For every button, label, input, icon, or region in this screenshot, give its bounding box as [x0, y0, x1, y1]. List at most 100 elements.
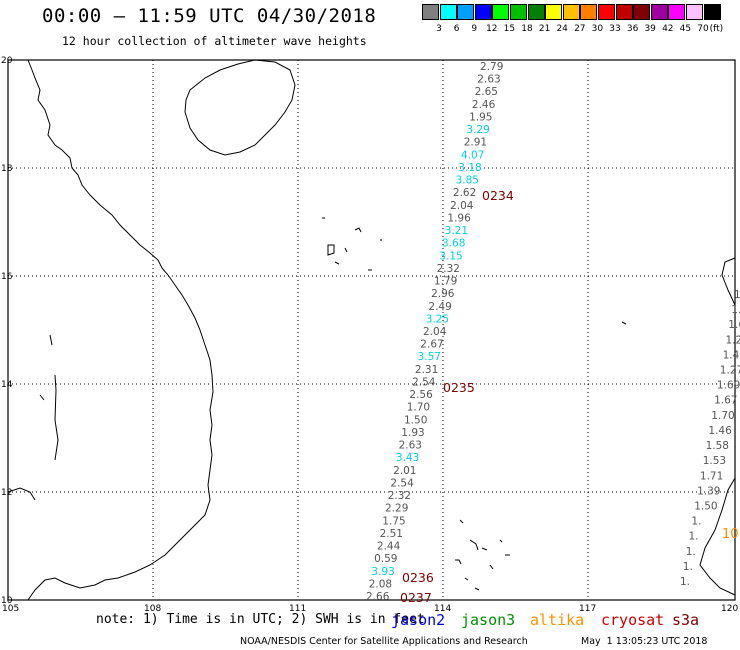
orange-label: 10	[722, 527, 739, 542]
latitude-label: 14	[1, 380, 13, 390]
legend-swatch	[703, 4, 721, 20]
legend-label: 24	[556, 24, 568, 34]
latitude-labels: 10 12 14 16 18 20	[1, 56, 13, 606]
latitude-label: 16	[1, 272, 13, 282]
vietnam-coastline	[27, 59, 214, 601]
time-label-0235: 0235	[443, 380, 475, 395]
philippines-coast	[699, 257, 736, 596]
longitude-label: 120	[721, 604, 738, 614]
wave-height-value: 1.93	[401, 427, 424, 439]
wave-height-value: 2.96	[431, 288, 455, 300]
legend-label: 27	[574, 24, 586, 34]
wave-height-value: 2.46	[472, 99, 496, 111]
legend-label: 15	[503, 24, 516, 34]
wave-height-value: 2.51	[380, 528, 403, 540]
longitude-label: 105	[2, 604, 19, 614]
time-label-0237: 0237	[400, 590, 432, 605]
wave-height-value-east: 1.71	[700, 470, 723, 482]
legend-swatch	[439, 4, 457, 20]
hainan-island	[184, 59, 296, 156]
wave-height-value-east: 1.69	[717, 380, 740, 392]
wave-height-value: 2.54	[390, 477, 414, 489]
longitude-label: 111	[289, 604, 306, 614]
wave-height-value: 1.70	[407, 402, 430, 414]
legend-swatch	[457, 4, 475, 20]
wave-height-value: 2.79	[480, 61, 503, 73]
wave-height-value: 3.57	[418, 351, 441, 363]
wave-height-value: 3.93	[371, 566, 394, 578]
sat-jason3: jason3	[461, 611, 516, 629]
wave-height-value-east: 1.46	[708, 425, 732, 437]
legend-label: 18	[521, 24, 533, 34]
legend-swatch	[668, 4, 686, 20]
legend-swatch	[422, 4, 439, 20]
wave-height-value: 2.66	[366, 591, 390, 603]
wave-height-value: 2.91	[464, 137, 487, 149]
altimeter-track: 2.792.632.652.461.953.292.914.073.183.85…	[366, 61, 503, 603]
legend-label: 42	[662, 24, 674, 34]
wave-height-value-east: 1.70	[711, 410, 734, 422]
wave-height-value: 2.67	[420, 339, 443, 351]
wave-height-value: 2.49	[428, 301, 451, 313]
wave-height-value-east: 1.	[731, 304, 740, 316]
longitude-labels: 105 108 111 114 117 120	[2, 604, 738, 614]
wave-height-value-east: 1.29	[726, 334, 740, 346]
time-label-0236: 0236	[402, 570, 434, 585]
legend-swatch	[633, 4, 651, 20]
latitude-label: 18	[1, 164, 13, 174]
wave-height-value: 2.32	[388, 490, 411, 502]
wave-height-value: 1.95	[469, 112, 492, 124]
wave-height-value-east: 1.58	[706, 440, 729, 452]
latitude-label: 20	[1, 56, 13, 66]
legend-label: 33	[609, 24, 621, 34]
wave-height-value: 2.08	[369, 578, 392, 590]
wave-height-value: 3.29	[466, 124, 489, 136]
wave-height-value: 2.04	[423, 326, 447, 338]
wave-height-value: 1.75	[382, 515, 405, 527]
wave-height-value: 2.63	[399, 440, 422, 452]
legend-swatch	[686, 4, 703, 20]
wave-height-value-east: 1.	[683, 561, 693, 573]
legend-label: 3	[436, 24, 442, 34]
legend-swatch	[615, 4, 633, 20]
legend-swatch	[580, 4, 598, 20]
wave-height-value: 2.04	[450, 200, 474, 212]
longitude-label: 108	[144, 604, 161, 614]
legend-swatch	[527, 4, 545, 20]
legend-units: (ft)	[709, 24, 724, 34]
legend-label: 36	[626, 24, 639, 34]
wave-height-value-east: 1.48	[723, 349, 740, 361]
wave-height-value-east: 1	[734, 289, 740, 301]
wave-height-value: 3.25	[426, 313, 449, 325]
wave-height-value: 3.68	[442, 238, 465, 250]
altimeter-track-east: 1 1. 1.6 1.29 1.48 1.27 1.69 1.67 1.70 1.46 1.58 1.…	[680, 289, 740, 588]
longitude-label: 114	[434, 604, 451, 614]
legend-label: 9	[471, 24, 478, 34]
legend-label: 39	[644, 24, 656, 34]
legend-label: 45	[679, 24, 692, 34]
sat-altika: altika	[530, 611, 585, 629]
generated-timestamp: May 1 13:05:23 UTC 2018	[581, 636, 708, 647]
wave-height-value: 1.79	[434, 276, 457, 288]
wave-height-value: 2.62	[453, 187, 476, 199]
legend-swatch	[474, 4, 492, 20]
wave-height-value-east: 1.39	[697, 485, 720, 497]
legend-label: 12	[486, 24, 498, 34]
wave-height-value: 2.56	[409, 389, 433, 401]
wave-height-value: 4.07	[461, 149, 484, 161]
wave-height-value: 3.21	[445, 225, 468, 237]
wave-height-value: 2.65	[475, 86, 498, 98]
legend-swatch	[598, 4, 615, 20]
wave-height-value: 1.50	[404, 414, 427, 426]
legend-swatch	[545, 4, 563, 20]
wave-height-value-east: 1.6	[728, 319, 740, 331]
wave-height-value: 2.29	[385, 503, 408, 515]
wave-height-value: 2.63	[477, 74, 500, 86]
sat-jason2: jason2	[391, 611, 446, 629]
wave-height-value: 3.43	[396, 452, 419, 464]
wave-height-value-east: 1.50	[694, 501, 717, 513]
map-subtitle: 12 hour collection of altimeter wave hei…	[62, 34, 367, 48]
wave-height-value-east: 1.27	[720, 365, 740, 377]
footer-note: note: 1) Time is in UTC; 2) SWH is in fe…	[96, 612, 425, 627]
